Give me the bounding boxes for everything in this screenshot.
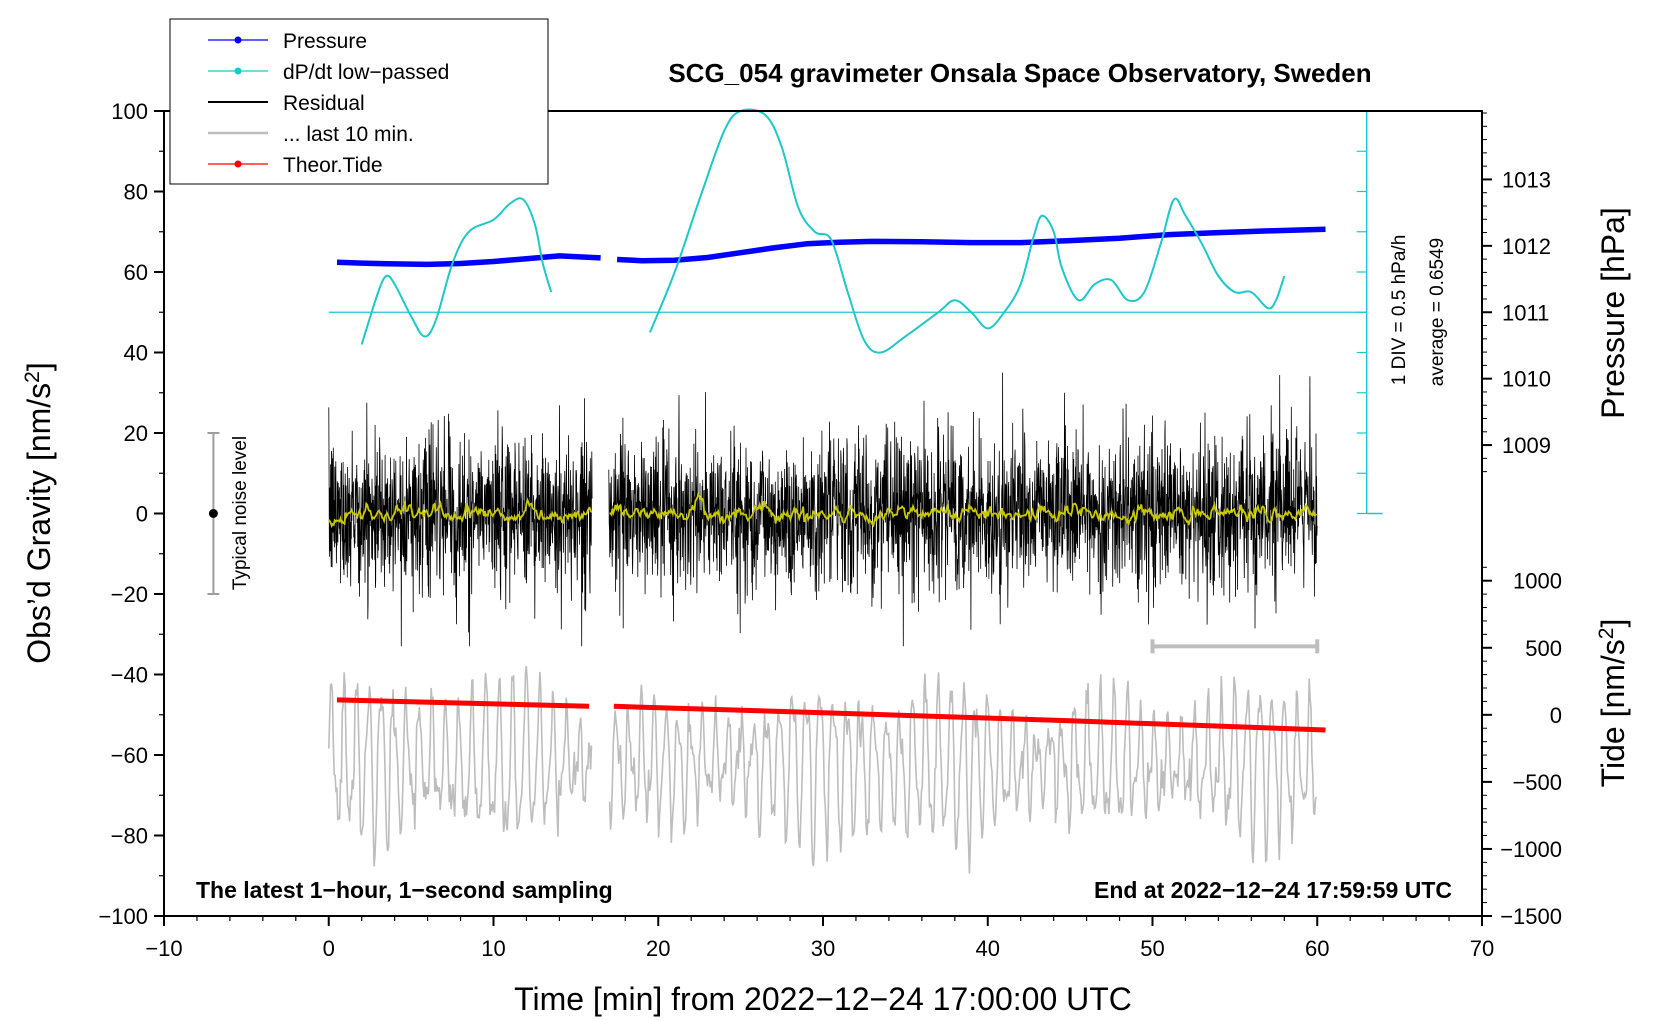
series-residual — [328, 372, 1318, 647]
axis-layer: −10 0 10 20 30 40 50 60 70−100−80−60−40−20020406… — [98, 99, 1562, 961]
annotation-end-time: End at 2022−12−24 17:59:59 UTC — [1094, 877, 1452, 903]
y-tick-label: −100 — [98, 904, 148, 929]
series-theor-tide — [336, 697, 590, 709]
series-pressure — [336, 253, 601, 268]
y-tick-label: 0 — [136, 502, 148, 527]
x-tick-label: 10 — [481, 936, 505, 961]
noise-bar-dot — [208, 509, 218, 518]
x-tick-label: 40 — [976, 936, 1000, 961]
y-tick-label: −20 — [111, 582, 148, 607]
y-axis-title-tide: Tide [nm/s2] — [1595, 619, 1632, 788]
y-tick-label: 60 — [124, 260, 148, 285]
series-last-10-min — [328, 665, 1318, 874]
legend-entry-pressure: Pressure — [208, 30, 367, 53]
y-tick-label: 20 — [124, 421, 148, 446]
y-axis-title-main: Obs’d Gravity [nm/s2] — [21, 362, 58, 664]
svg-text:Theor.Tide: Theor.Tide — [283, 154, 383, 177]
y-tick-label: −40 — [111, 663, 148, 688]
x-tick-label: 20 — [646, 936, 670, 961]
x-axis-title: Time [min] from 2022−12−24 17:00:00 UTC — [514, 981, 1132, 1017]
legend-entry-dpdt: dP/dt low−passed — [208, 61, 449, 84]
pressure-tick-label: 1013 — [1502, 167, 1551, 192]
y-tick-label: 80 — [124, 180, 148, 205]
x-tick-label: 30 — [811, 936, 835, 961]
series-pressure — [616, 226, 1326, 264]
pressure-tick-label: 1011 — [1502, 300, 1549, 325]
tide-tick-label: 1000 — [1513, 569, 1562, 594]
legend-entry-tide: Theor.Tide — [208, 154, 383, 177]
tide-tick-label: −1500 — [1500, 904, 1562, 929]
series-theor-tide — [613, 703, 1326, 733]
series-layer — [207, 108, 1383, 874]
annotation-sampling: The latest 1−hour, 1−second sampling — [196, 877, 613, 903]
series-smoothed-residual — [328, 491, 1318, 529]
y-axis-title-pressure: Pressure [hPa] — [1595, 207, 1631, 419]
svg-text:Pressure: Pressure — [283, 30, 367, 53]
y-tick-label: 100 — [111, 99, 148, 124]
tide-tick-label: 500 — [1525, 636, 1562, 661]
dpdt-average-label: average = 0.6549 — [1427, 238, 1448, 386]
svg-text:dP/dt low−passed: dP/dt low−passed — [283, 61, 449, 84]
y-tick-label: 40 — [124, 341, 148, 366]
x-tick-label: 70 — [1470, 936, 1494, 961]
x-tick-label: 0 — [323, 936, 335, 961]
tide-tick-label: 0 — [1550, 703, 1562, 728]
svg-text:Residual: Residual — [283, 92, 365, 115]
y-tick-label: −80 — [111, 824, 148, 849]
legend-entry-residual: Residual — [208, 92, 365, 115]
dpdt-scale-label: 1 DIV = 0.5 hPa/h — [1389, 235, 1410, 386]
pressure-tick-label: 1009 — [1502, 433, 1551, 458]
noise-level-label: Typical noise level — [230, 436, 251, 590]
svg-text:... last 10 min.: ... last 10 min. — [283, 123, 414, 146]
pressure-tick-label: 1012 — [1502, 234, 1551, 259]
tide-tick-label: −500 — [1512, 770, 1562, 795]
x-tick-label: 60 — [1305, 936, 1329, 961]
chart-title: SCG_054 gravimeter Onsala Space Observat… — [668, 58, 1371, 88]
x-tick-label: −10 — [145, 936, 182, 961]
legend: Pressure dP/dt low−passed Residual ... l… — [169, 18, 549, 185]
tide-tick-label: −1000 — [1500, 837, 1562, 862]
y-tick-label: −60 — [111, 743, 148, 768]
legend-entry-last10: ... last 10 min. — [208, 123, 414, 146]
x-tick-label: 50 — [1140, 936, 1164, 961]
series-dpdt — [360, 197, 553, 345]
series-dpdt — [649, 108, 1286, 354]
pressure-tick-label: 1010 — [1502, 367, 1551, 392]
